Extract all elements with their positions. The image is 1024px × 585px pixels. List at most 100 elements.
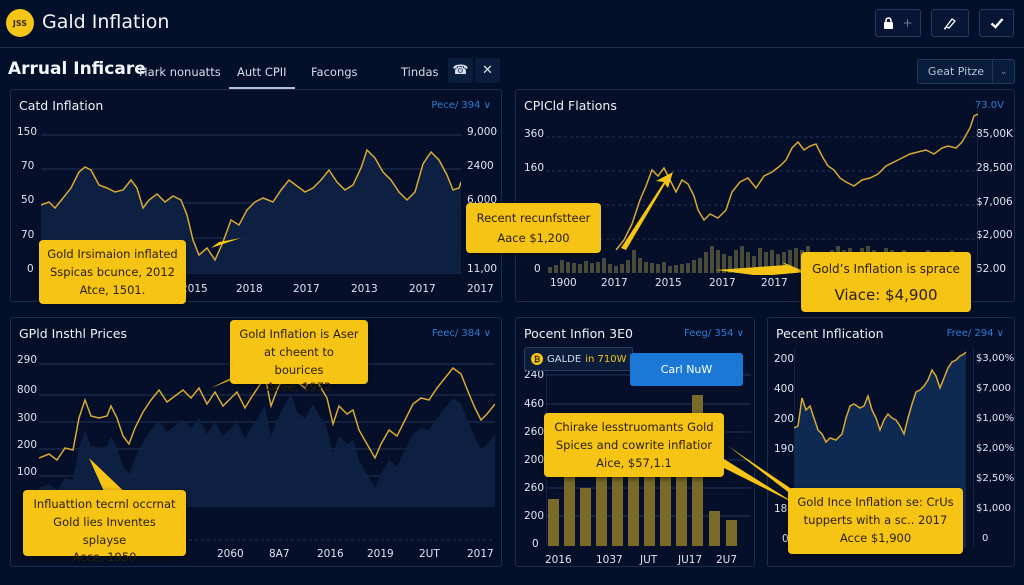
x-tick: 1900 xyxy=(550,277,577,289)
section-title: Arrual Inficare xyxy=(8,59,146,79)
y-tick: 70 xyxy=(21,229,35,241)
x-tick: 2018 xyxy=(236,283,263,295)
range-dropdown[interactable]: Feeg/ 354 ∨ xyxy=(684,328,744,339)
callout-annotation: Gold Inflation is Aser at cheent to bour… xyxy=(230,320,368,394)
chevron-down-icon: ⌄ xyxy=(992,60,1014,83)
panel-cpicld-flations: CPICld Flations 73.0V 360 160 0 85,00K 2… xyxy=(466,89,1015,312)
x-tick: 2017 xyxy=(601,277,628,289)
y-right-tick: $7,000 xyxy=(976,383,1011,394)
callout-pointer xyxy=(716,446,802,504)
callout-line: Viace: $4,900 xyxy=(834,285,938,304)
panel-pocent-infion: Pocent Infion 3E0 Feeg/ 354 ∨ ₿ GALDE in… xyxy=(515,317,802,567)
y-tick: 0 xyxy=(532,538,539,550)
select-value: Geat Pitze xyxy=(927,65,985,78)
range-value[interactable]: 73.0V xyxy=(974,100,1004,111)
sub-bar: Arrual Inficare Hark nonuatts Autt CPII … xyxy=(0,49,1024,89)
x-tick: 2013 xyxy=(351,283,378,295)
y-right-tick: $1,00% xyxy=(976,413,1015,424)
callout-annotation: Chirake lesstruomants Gold Spices and co… xyxy=(544,413,724,477)
area-chart xyxy=(39,362,495,541)
gold-badge: ₿ GALDE in 710W xyxy=(524,347,634,371)
y-right-tick: 0 xyxy=(982,533,989,544)
x-tick: 2016 xyxy=(317,548,344,560)
phone-button[interactable]: ☎ xyxy=(448,58,473,83)
callout-line: Influattion tecrnl occrnat xyxy=(33,497,176,511)
range-dropdown[interactable]: Pece/ 394 ∨ xyxy=(431,100,491,111)
callout-line: Acee, 1972 xyxy=(266,380,332,395)
callout-annotation: Gold Ince Inflation se: CrUs tupperts wi… xyxy=(788,488,963,554)
x-tick: 2017 xyxy=(409,283,436,295)
panel-catd-inflation: Catd Inflation Pece/ 394 ∨ 150 70 50 70 … xyxy=(10,89,502,304)
callout-annotation: Recent recunfstteer Aace $1,200 xyxy=(466,203,601,253)
y-tick: 0 xyxy=(782,533,789,545)
edit-button[interactable] xyxy=(931,9,969,37)
tab-autt-cpii[interactable]: Autt CPII xyxy=(229,65,295,89)
y-tick: 300 xyxy=(17,412,38,424)
y-right-tick: 2400 xyxy=(467,160,494,172)
y-tick: 290 xyxy=(17,354,38,366)
panel-title: CPICld Flations xyxy=(524,98,617,113)
tab-facongs[interactable]: Facongs xyxy=(311,65,358,79)
range-dropdown[interactable]: Feec/ 384 ∨ xyxy=(431,328,491,339)
callout-line: Gold Ince Inflation se: CrUs xyxy=(797,495,954,509)
y-right-tick: $2,00% xyxy=(976,443,1015,454)
callout-line: Gold Irsimaion inflated xyxy=(47,247,178,261)
y-tick: 200 xyxy=(774,413,795,425)
callout-line: Gold lies Inventes splayse xyxy=(53,514,156,547)
y-right-tick: 9,000 xyxy=(467,126,498,138)
callout-line: tupperts with a sc.. 2017 xyxy=(803,512,948,527)
y-tick: 190 xyxy=(774,443,795,455)
callout-line: Sspicas bcunce, 2012 xyxy=(50,264,175,279)
line-bar-chart xyxy=(546,100,978,275)
y-tick: 360 xyxy=(524,128,545,140)
y-tick: 260 xyxy=(524,426,545,438)
y-tick: 150 xyxy=(17,126,38,138)
range-dropdown[interactable]: Free/ 294 ∨ xyxy=(946,328,1004,339)
call-now-button[interactable]: Carl NuW xyxy=(630,353,743,386)
phone-icon: ☎ xyxy=(452,63,469,78)
y-right-tick: 85,00K xyxy=(976,128,1013,140)
panel-title: Catd Inflation xyxy=(19,98,104,113)
pen-icon xyxy=(944,18,956,30)
y-tick: 100 xyxy=(17,466,38,478)
y-tick: 200 xyxy=(524,454,545,466)
y-right-tick: 28,500 xyxy=(976,162,1013,174)
top-bar: JSS Gald Inflation + xyxy=(0,0,1024,48)
x-tick: 2UT xyxy=(419,548,440,560)
callout-line: Aice, $57,1.1 xyxy=(596,455,672,470)
x-tick: 2019 xyxy=(367,548,394,560)
y-tick: 200 xyxy=(524,510,545,522)
callout-annotation: Gold Irsimaion inflated Sspicas bcunce, … xyxy=(39,240,186,304)
y-right-tick: $2,000 xyxy=(976,229,1013,241)
callout-line: Recent recunfstteer xyxy=(476,211,591,225)
x-tick: 2017 xyxy=(293,283,320,295)
y-tick: 240 xyxy=(524,369,545,381)
callout-line: at cheent to bourices xyxy=(264,344,334,377)
y-right-tick: 11,00 xyxy=(467,263,498,275)
y-tick: 0 xyxy=(534,263,541,275)
callout-line: Acce, 1950 xyxy=(72,550,137,565)
callout-line: Aace $1,200 xyxy=(497,230,570,245)
x-tick: JUT xyxy=(640,554,658,566)
price-select[interactable]: Geat Pitze ⌄ xyxy=(917,59,1015,84)
confirm-button[interactable] xyxy=(979,9,1014,37)
callout-line: Gold Inflation is Aser xyxy=(239,327,359,341)
y-tick: 160 xyxy=(524,162,545,174)
tab-tindas[interactable]: Tindas xyxy=(401,65,439,79)
x-tick: 2017 xyxy=(467,548,494,560)
tab-hark-nonuatts[interactable]: Hark nonuatts xyxy=(139,65,221,79)
y-tick: 50 xyxy=(21,194,35,206)
callout-annotation: Influattion tecrnl occrnat Gold lies Inv… xyxy=(23,490,186,564)
check-icon xyxy=(990,18,1003,29)
y-tick: 200 xyxy=(774,353,795,365)
app-title: Gald Inflation xyxy=(42,11,170,33)
y-tick: 0 xyxy=(27,263,34,275)
y-right-tick: 52.00 xyxy=(976,263,1007,275)
x-tick: 2016 xyxy=(545,554,572,566)
callout-annotation: Gold’s Inflation is sprace Viace: $4,900 xyxy=(801,252,971,312)
lock-add-button[interactable]: + xyxy=(875,9,921,37)
panel-title: Pocent Infion 3E0 xyxy=(524,326,633,341)
x-tick: 1037 xyxy=(596,554,623,566)
coin-icon: ₿ xyxy=(531,353,543,365)
close-button[interactable]: ✕ xyxy=(475,58,500,83)
